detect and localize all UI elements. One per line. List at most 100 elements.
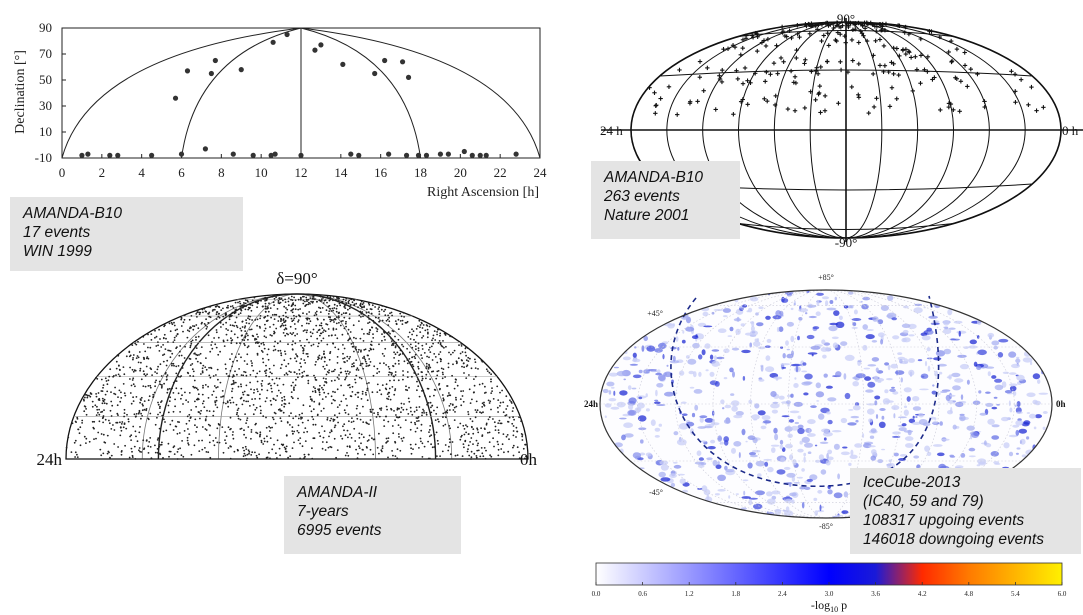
- event-dot: [239, 397, 242, 400]
- event-dot: [110, 428, 113, 430]
- event-marker: [785, 106, 791, 112]
- hotspot: [723, 348, 730, 354]
- hotspot: [1042, 411, 1048, 414]
- event-dot: [493, 445, 495, 448]
- event-dot: [522, 447, 525, 450]
- event-dot: [372, 333, 374, 335]
- event-dot: [415, 328, 418, 330]
- hotspot: [842, 446, 848, 449]
- hotspot: [826, 453, 829, 459]
- event-dot: [343, 327, 346, 330]
- event-dot: [347, 454, 350, 457]
- hotspot: [903, 305, 909, 309]
- hotspot: [976, 365, 982, 371]
- event-marker: [874, 24, 880, 29]
- event-dot: [336, 449, 339, 451]
- hotspot: [778, 395, 785, 400]
- event-dot: [82, 398, 85, 401]
- event-dot: [328, 299, 331, 302]
- meridian: [675, 289, 977, 519]
- event-dot: [520, 420, 522, 422]
- event-dot: [98, 397, 101, 400]
- event-dot: [160, 346, 163, 348]
- hotspot: [803, 381, 813, 385]
- event-dot: [470, 367, 473, 370]
- event-dot: [140, 396, 143, 399]
- hotspot: [897, 356, 906, 361]
- hotspot: [1009, 385, 1017, 392]
- event-dot: [321, 447, 324, 450]
- event-dot: [91, 400, 94, 403]
- event-dot: [318, 357, 320, 360]
- event-dot: [433, 409, 435, 412]
- event-dot: [195, 353, 198, 356]
- event-dot: [251, 398, 254, 400]
- event-dot: [112, 424, 114, 426]
- hotspot: [783, 466, 791, 470]
- event-dot: [291, 320, 294, 323]
- event-dot: [483, 401, 485, 404]
- event-dot: [242, 446, 244, 449]
- event-dot: [203, 307, 206, 310]
- event-dot: [221, 426, 224, 428]
- event-dot: [432, 337, 434, 340]
- event-dot: [390, 340, 393, 342]
- hotspot: [703, 489, 711, 496]
- event-dot: [325, 381, 328, 383]
- event-dot: [271, 378, 274, 381]
- event-dot: [375, 416, 378, 418]
- event-dot: [245, 332, 248, 335]
- caption-line: 17 events: [23, 224, 91, 241]
- event-dot: [277, 349, 280, 352]
- event-dot: [246, 363, 249, 365]
- event-dot: [247, 345, 250, 347]
- event-dot: [436, 455, 438, 457]
- event-dot: [128, 351, 131, 354]
- event-dot: [204, 324, 207, 327]
- event-dot: [102, 386, 104, 389]
- hotspot: [660, 477, 671, 482]
- event-dot: [370, 340, 373, 343]
- event-dot: [428, 435, 431, 438]
- event-dot: [212, 410, 215, 413]
- event-dot: [453, 387, 456, 390]
- event-dot: [474, 358, 476, 361]
- event-dot: [417, 367, 420, 370]
- hotspot: [978, 390, 982, 394]
- hotspot: [903, 409, 909, 416]
- event-marker: [815, 71, 821, 76]
- event-dot: [386, 318, 389, 321]
- hotspot: [1001, 381, 1007, 388]
- event-dot: [306, 317, 309, 320]
- event-dot: [186, 329, 189, 332]
- event-dot: [346, 429, 349, 432]
- event-dot: [371, 304, 374, 307]
- event-dot: [511, 410, 514, 412]
- event-dot: [347, 302, 350, 305]
- hotspot: [790, 335, 795, 343]
- event-dot: [167, 442, 170, 445]
- event-marker: [725, 46, 731, 51]
- event-dot: [293, 430, 296, 433]
- event-dot: [283, 395, 286, 398]
- event-dot: [286, 373, 289, 376]
- hotspot: [722, 407, 725, 410]
- event-dot: [186, 439, 189, 442]
- meridian: [712, 289, 940, 519]
- event-dot: [345, 372, 348, 375]
- hotspot: [801, 501, 805, 509]
- hotspot: [919, 388, 929, 391]
- event-dot: [459, 422, 462, 425]
- event-dot: [269, 334, 272, 336]
- event-dot: [428, 365, 431, 367]
- x-tick-label: 16: [374, 165, 388, 180]
- event-dot: [313, 437, 316, 440]
- event-dot: [492, 437, 494, 440]
- event-dot: [135, 413, 138, 415]
- event-dot: [359, 412, 361, 415]
- event-dot: [353, 336, 355, 339]
- event-dot: [502, 401, 505, 404]
- hotspot: [921, 335, 931, 341]
- event-point: [445, 151, 451, 157]
- event-dot: [191, 368, 194, 371]
